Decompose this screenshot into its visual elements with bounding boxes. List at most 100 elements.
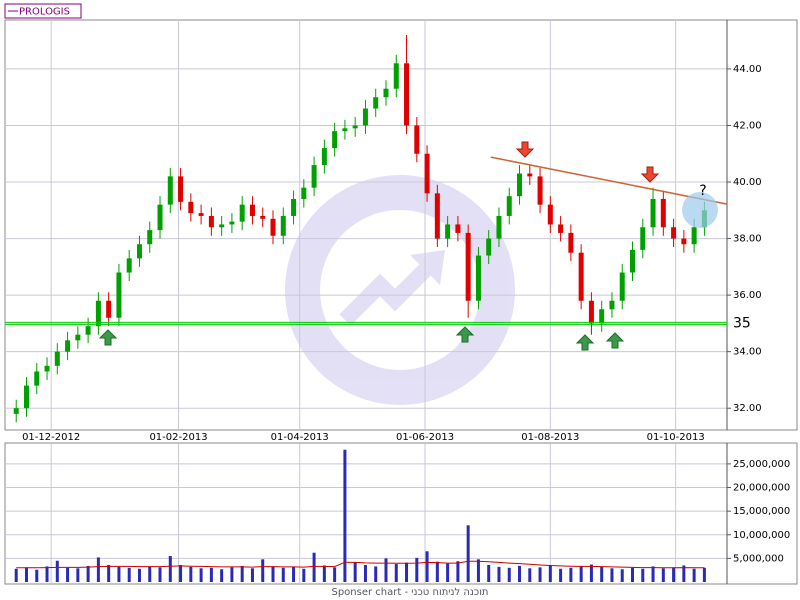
y-tick-label: 32.00 (733, 403, 762, 414)
candle-body (85, 326, 91, 335)
volume-bar (137, 568, 141, 582)
x-tick-label: 01-08-2013 (521, 432, 579, 443)
candle-body (527, 173, 533, 177)
volume-bar (35, 569, 39, 582)
volume-bar (620, 569, 624, 582)
candle-body (537, 176, 543, 205)
candle-body (342, 128, 348, 132)
volume-average (16, 560, 705, 569)
candle-body (486, 238, 492, 256)
candle-body (332, 131, 338, 149)
volume-bar (353, 562, 357, 582)
candle-body (54, 351, 60, 366)
candle-body (65, 340, 71, 352)
candle-body (578, 252, 584, 301)
volume-bar (14, 568, 18, 582)
volume-bar (415, 557, 419, 582)
volume-bar (600, 566, 604, 582)
volume-bar (363, 564, 367, 582)
candle-body (496, 215, 502, 239)
candle-body (414, 125, 420, 154)
x-tick-label: 01-04-2013 (271, 432, 329, 443)
candle-body (506, 196, 512, 216)
y-tick-label: 20,000,000 (733, 483, 790, 494)
candle-body (239, 204, 245, 222)
x-tick-label: 01-10-2013 (647, 432, 705, 443)
volume-bar (487, 564, 491, 582)
support-label: 35 (733, 315, 751, 331)
volume-bar (394, 564, 398, 582)
candle-body (691, 227, 697, 245)
candle-body (311, 165, 317, 188)
candle-body (681, 238, 687, 245)
y-tick-label: 36.00 (733, 290, 762, 301)
volume-bar (435, 561, 439, 582)
candle-body (136, 244, 142, 259)
volume-bar (528, 568, 532, 582)
volume-bar (446, 563, 450, 582)
volume-bar (55, 560, 59, 582)
candle-body (424, 153, 430, 194)
candle-body (609, 300, 615, 310)
candle-body (404, 63, 410, 126)
candle-body (198, 213, 204, 216)
candle-body (178, 176, 184, 202)
marks: 35 (5, 35, 751, 582)
volume-bar (641, 568, 645, 582)
volume-bar (45, 566, 49, 582)
volume-bar (209, 567, 213, 582)
candle-body (126, 258, 132, 273)
volume-bar (76, 568, 80, 582)
volume-bar (384, 558, 388, 582)
candle-body (650, 198, 656, 228)
volume-bar (343, 449, 347, 582)
candle-body (465, 232, 471, 301)
footer: Sponser chart - תוכנה לניתוח טכני (331, 587, 488, 598)
y-tick-label: 10,000,000 (733, 530, 790, 541)
volume-bar (127, 567, 131, 582)
candle-body (599, 309, 605, 324)
volume-bar (425, 551, 429, 582)
volume-bar (692, 568, 696, 582)
candle-body (270, 218, 276, 236)
candle-body (393, 63, 399, 89)
volume-bar (333, 567, 337, 582)
volume-panel (4, 442, 798, 585)
x-tick-label: 01-02-2013 (149, 432, 207, 443)
candle-body (147, 230, 153, 245)
candle-body (208, 215, 214, 228)
grid: 01-12-2012 01-02-2013 01-04-2013 01-06-2013… (5, 20, 790, 584)
candle-body (630, 249, 636, 273)
volume-bar (507, 567, 511, 582)
candle-body (547, 204, 553, 225)
volume-bar (281, 567, 285, 582)
volume-bar (220, 569, 224, 582)
candle-body (229, 221, 235, 225)
y-tick-label: 42.00 (733, 120, 762, 131)
volume-bar (569, 567, 573, 582)
volume-bar (250, 568, 254, 582)
volume-bar (548, 564, 552, 582)
candle-body (660, 198, 666, 228)
volume-bar (86, 565, 90, 582)
volume-bar (107, 564, 111, 582)
y-tick-label: 25,000,000 (733, 459, 790, 470)
y-tick-label: 34.00 (733, 347, 762, 358)
volume-bar (456, 561, 460, 582)
volume-bar (240, 565, 244, 582)
volume-bar (589, 564, 593, 582)
highlight-circle (682, 192, 718, 228)
legend-label: PROLOGIS (19, 7, 70, 18)
arrows (98, 141, 660, 351)
y-tick-label: 5,000,000 (733, 553, 784, 564)
candle-body (34, 371, 40, 386)
volume-bar (312, 552, 316, 582)
volume-bar (702, 567, 706, 582)
candle-body (249, 204, 255, 216)
candle-body (157, 204, 163, 231)
volume-bar (476, 559, 480, 582)
candle-body (475, 255, 481, 301)
trend-line (490, 156, 728, 205)
legend (4, 3, 82, 19)
